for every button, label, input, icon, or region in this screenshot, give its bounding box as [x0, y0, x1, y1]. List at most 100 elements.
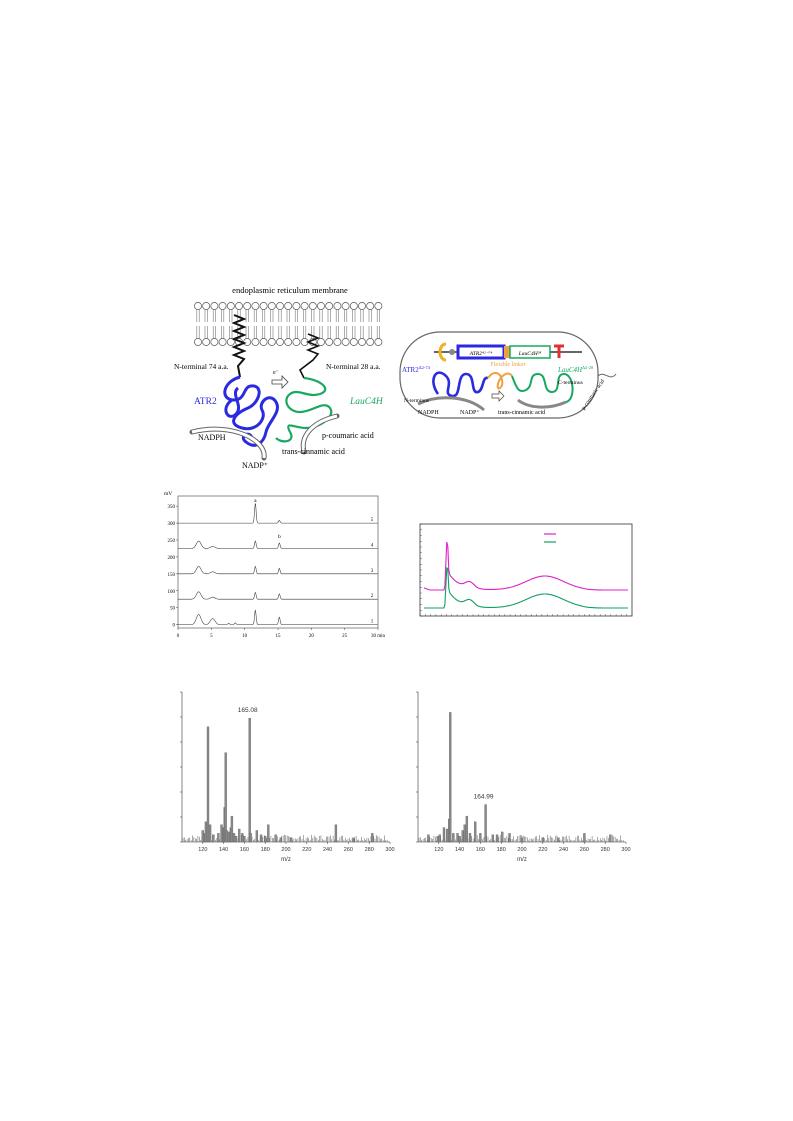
fusion-nadph-arrow — [417, 396, 485, 412]
ms-left-peak — [238, 828, 241, 843]
ms-right-peak — [449, 712, 452, 843]
nadph-arrow-inner — [191, 427, 266, 459]
hplc-ytick-label: 250 — [168, 539, 176, 544]
mass-spectrum-right-svg: 120 140 160 180 200 220 240 260 280 300 m/z 164.99 — [416, 691, 631, 863]
lipid-head — [226, 338, 235, 346]
hplc-xtick-label: 10 — [242, 634, 248, 639]
ms-left-peak — [225, 830, 228, 843]
ms-left-peak — [371, 833, 374, 843]
lipid-head — [366, 338, 375, 346]
lipid-head — [284, 338, 293, 346]
ms-left-xtick-label: 280 — [365, 847, 374, 853]
c4h-protein-tail — [275, 431, 293, 443]
hplc-xtick-label: 15 — [276, 634, 282, 639]
lipid-head — [317, 338, 325, 346]
fusion-cinnamic-arrow — [517, 398, 567, 409]
ms-right-peak — [479, 833, 482, 843]
ms-left-peak — [220, 824, 223, 843]
hplc-ytick-label: 300 — [168, 522, 176, 527]
lipid-head — [267, 338, 276, 346]
ms-right-peak — [474, 821, 477, 843]
ms-left-xlabel: m/z — [281, 857, 291, 863]
hplc-xtick-label: 0 — [177, 634, 180, 639]
lipid-head — [358, 338, 366, 346]
hplc-peak-label: b — [278, 534, 281, 540]
lipid-head — [333, 302, 342, 310]
hplc-trace-label: 5 — [371, 518, 374, 523]
fusion-c4h-sup: Δ2-28 — [582, 365, 594, 370]
hplc-xtick-label: 5 — [210, 634, 213, 639]
c4h-protein — [285, 376, 333, 433]
hplc-peak-label: a — [254, 498, 257, 504]
fusion-c4h-label: LauC4HΔ2-28 — [557, 365, 594, 374]
membrane-schematic: endoplasmic reticulum membrane N-termina… — [172, 282, 402, 472]
lipid-head — [292, 338, 301, 346]
lipid-head — [333, 338, 342, 346]
ms-left-peak — [334, 824, 338, 843]
ms-left-peak — [264, 836, 267, 843]
ms-left-peak — [230, 815, 234, 843]
ms-right-peak — [541, 837, 544, 843]
ms-left-peak — [212, 834, 215, 843]
ms-left-peak — [217, 833, 220, 843]
hplc-ytick-label: 200 — [168, 556, 176, 561]
hplc-trace — [178, 609, 378, 625]
fusion-construct-schematic: ATR2⁴²⁻⁷⁴ LauC4H²⁸ Flexible linker ATR2Δ… — [398, 330, 618, 420]
ms-left-peak — [234, 836, 238, 843]
lipid-head — [267, 302, 276, 310]
nadph-label: NADPH — [198, 433, 226, 442]
ms-right-peak — [609, 834, 612, 843]
fusion-nadp-label: NADP⁺ — [460, 409, 480, 416]
linker-coil — [487, 372, 513, 390]
hplc-ylabel: mV — [164, 491, 172, 497]
ms-right-peak — [583, 833, 586, 843]
hplc-chart: mV 0 50 100 150 200 250 300 350 0 5 10 15 20 25 30 min 1… — [160, 488, 392, 648]
lipid-head — [374, 338, 383, 346]
hplc-ytick-label: 150 — [168, 573, 176, 578]
ms-left-peak — [279, 837, 282, 843]
ms-right-peak — [495, 834, 499, 843]
n-terminus-label: N-terminus — [404, 398, 429, 404]
ms-right-xtick-label: 160 — [476, 847, 485, 853]
atr2-protein-loop — [224, 386, 241, 418]
lipid-head — [292, 302, 301, 310]
ms-right-xtick-label: 200 — [517, 847, 526, 853]
ms-left-peak — [224, 752, 227, 843]
ms-right-xtick-label: 260 — [580, 847, 589, 853]
ms-right-peak — [465, 815, 469, 843]
lipid-head — [276, 338, 284, 346]
mass-spectrum-left: 120 140 160 180 200 220 240 260 280 300 m/z 165.08 — [168, 688, 396, 868]
mass-spectrum-left-svg: 120 140 160 180 200 220 240 260 280 300 m/z 165.08 — [180, 691, 395, 863]
ms-right-peak — [438, 834, 441, 843]
lipid-head — [341, 302, 350, 310]
spectra-chart — [418, 522, 634, 618]
ms-right-xtick-label: 220 — [538, 847, 547, 853]
spectra-chart-svg — [419, 523, 633, 617]
lauc4h-label: LauC4H — [349, 397, 384, 407]
atr2-label: ATR2 — [194, 397, 217, 407]
lipid-head — [194, 302, 202, 310]
ms-right-xtick-label: 240 — [559, 847, 568, 853]
ms-left-xtick-label: 220 — [302, 847, 311, 853]
lipid-head — [259, 338, 268, 346]
atr2-fusion-coil — [432, 371, 489, 398]
lauc4h-gene-label: LauC4H²⁸ — [518, 350, 542, 357]
ms-right-peak — [463, 824, 466, 843]
ms-left-peak — [243, 836, 246, 843]
ms-left-xtick-label: 180 — [261, 847, 270, 853]
membrane-schematic-svg: endoplasmic reticulum membrane N-termina… — [174, 285, 384, 470]
fusion-nadph-label: NADPH — [418, 410, 439, 416]
lipid-head — [226, 302, 235, 310]
ms-right-xlabel: m/z — [517, 857, 527, 863]
fusion-atr2-name: ATR2 — [402, 366, 419, 374]
ms-right-xtick-label: 280 — [601, 847, 610, 853]
ms-left-peak — [201, 830, 204, 843]
ms-left-peak — [248, 718, 251, 843]
lipid-head — [202, 302, 211, 310]
fusion-atr2-sup: Δ2-74 — [419, 365, 431, 370]
ms-right-peak — [445, 828, 449, 843]
ms-left-peak — [352, 837, 355, 843]
hplc-ytick-label: 350 — [168, 505, 176, 510]
ms-left-annotation: 165.08 — [238, 707, 258, 714]
atr2-gene-label: ATR2⁴²⁻⁷⁴ — [469, 351, 493, 357]
